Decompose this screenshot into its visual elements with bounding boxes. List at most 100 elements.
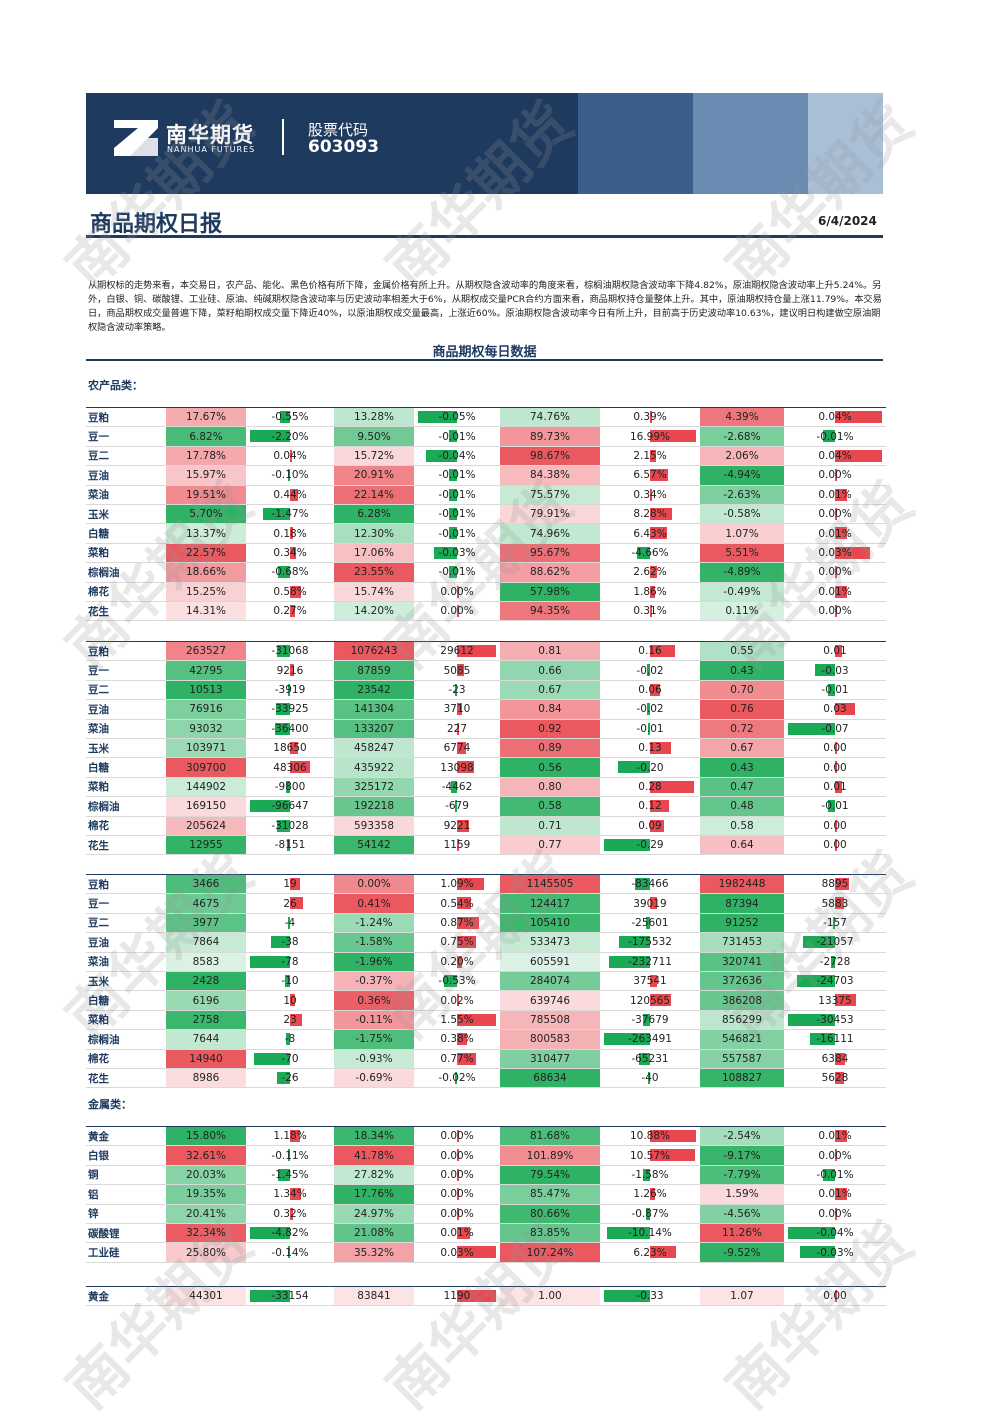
- title-divider: [86, 235, 883, 238]
- cell-value: 菜粕: [88, 781, 109, 794]
- table-cell: -25601: [600, 913, 700, 934]
- data-bar: [290, 546, 297, 559]
- data-bar: [835, 604, 837, 617]
- table-cell: -4.66%: [600, 543, 700, 564]
- cell-value: 0.58: [538, 800, 562, 813]
- data-bar: [457, 819, 470, 832]
- cell-value: 0.00%: [440, 1149, 474, 1162]
- column-header: [700, 858, 784, 875]
- table-row: 工业硅 25.80% -0.14% 35.32% 0.03% 107.24% 6.23% -9…: [86, 1242, 886, 1263]
- table-cell: -0.55%: [246, 407, 334, 428]
- cell-value: 0.03%: [818, 546, 852, 559]
- data-bar: [833, 916, 835, 929]
- cell-value: -31028: [271, 819, 309, 832]
- cell-value: 372636: [721, 975, 763, 988]
- cell-value: -8: [284, 1033, 296, 1046]
- cell-value: 玉米: [88, 742, 109, 755]
- cell-value: -0.29: [636, 839, 664, 852]
- table-cell: 101.89%: [500, 1145, 600, 1166]
- report-title: 商品期权日报: [90, 212, 223, 237]
- row-label: 铜: [86, 1165, 166, 1186]
- table-cell: -2.68%: [700, 426, 784, 447]
- table-cell: 3710: [414, 699, 500, 720]
- data-bar: [835, 878, 849, 890]
- table-cell: 1190: [414, 1286, 500, 1307]
- table-cell: 227: [414, 719, 500, 739]
- table-cell: 0.27%: [246, 601, 334, 622]
- cell-value: -232711: [628, 955, 672, 968]
- column-header: [414, 391, 500, 408]
- data-bar: [604, 838, 650, 851]
- cell-value: 0.77: [538, 839, 562, 852]
- table-row: 豆粕 17.67% -0.55% 13.28% -0.05% 74.76% 0.39% 4.3…: [86, 407, 886, 428]
- cell-value: 玉米: [88, 508, 109, 521]
- table-cell: 0.00%: [414, 582, 500, 602]
- cell-value: -0.49%: [723, 585, 761, 598]
- data-bar: [449, 488, 457, 501]
- data-bar: [457, 604, 459, 617]
- table-cell: -157: [784, 913, 886, 934]
- cell-value: 白糖: [88, 528, 109, 541]
- table-cell: 19.51%: [166, 485, 246, 505]
- cell-value: -263491: [628, 1033, 672, 1046]
- table-cell: -9800: [246, 777, 334, 798]
- data-bar: [835, 449, 882, 462]
- cell-value: 101.89%: [526, 1149, 574, 1162]
- cell-value: 9216: [276, 664, 304, 677]
- data-bar: [457, 1188, 459, 1201]
- cell-value: 0.87%: [440, 916, 474, 929]
- cell-value: 2428: [192, 975, 220, 988]
- table-row: 菜油 8583 -78 -1.96% 0.20% 605591 -232711 320741 -…: [86, 952, 886, 972]
- cell-value: 0.55: [730, 645, 754, 658]
- table-cell: -0.01: [784, 680, 886, 701]
- table-cell: 0.34%: [246, 543, 334, 564]
- cell-value: -2.20%: [271, 430, 309, 443]
- table-cell: 23: [246, 1010, 334, 1031]
- data-bar: [290, 1207, 293, 1220]
- cell-value: 435922: [353, 761, 395, 774]
- data-bar: [835, 507, 837, 520]
- cell-value: 铜: [88, 1169, 99, 1182]
- cell-value: 0.01%: [818, 488, 852, 501]
- cell-value: 12955: [189, 839, 223, 852]
- table-cell: 0.00%: [334, 874, 414, 895]
- data-bar: [835, 585, 847, 598]
- data-bar: [449, 507, 457, 520]
- header-banner: 南华期货 NANHUA FUTURES 股票代码 603093: [86, 93, 883, 194]
- table-cell: 1.86%: [600, 582, 700, 602]
- column-header: [166, 858, 246, 875]
- cell-value: 5.51%: [725, 546, 759, 559]
- table-cell: 88.62%: [500, 562, 600, 583]
- data-bar: [290, 488, 298, 501]
- cell-value: 花生: [88, 839, 109, 852]
- table-cell: 284074: [500, 971, 600, 992]
- cell-value: 23.55%: [353, 566, 395, 579]
- table-cell: 169150: [166, 796, 246, 817]
- table-cell: 4675: [166, 893, 246, 914]
- table-cell: -24703: [784, 971, 886, 992]
- row-label: 豆一: [86, 660, 166, 681]
- table-row: 菜粕 2758 23 -0.11% 1.55% 785508 -37679 856299 -30…: [86, 1010, 886, 1031]
- cell-value: 0.20%: [440, 955, 474, 968]
- category-label-metal: 金属类：: [88, 1098, 132, 1111]
- cell-value: 豆一: [88, 898, 109, 911]
- data-bar: [638, 1052, 650, 1065]
- table-cell: 133207: [334, 719, 414, 739]
- cell-value: 0.00%: [818, 1207, 852, 1220]
- cell-value: 0.01%: [818, 585, 852, 598]
- cell-value: 24.97%: [353, 1207, 395, 1220]
- section-title: 商品期权每日数据: [432, 345, 537, 360]
- table-row: 花生 14.31% 0.27% 14.20% 0.00% 94.35% 0.31% 0.11%…: [86, 601, 886, 622]
- cell-value: 284074: [529, 975, 571, 988]
- data-bar: [643, 1168, 650, 1181]
- column-header: [166, 625, 246, 642]
- table-cell: 435922: [334, 757, 414, 778]
- table-cell: 20.41%: [166, 1204, 246, 1224]
- cell-value: -1.58%: [631, 1168, 669, 1181]
- data-bar: [823, 430, 835, 443]
- table-cell: 17.67%: [166, 407, 246, 428]
- table-row: 菜油 19.51% 0.44% 22.14% -0.01% 75.57% 0.34% -2.6…: [86, 485, 886, 505]
- cell-value: -3919: [274, 683, 306, 696]
- table-cell: 2428: [166, 971, 246, 992]
- cell-value: 17.78%: [185, 449, 227, 462]
